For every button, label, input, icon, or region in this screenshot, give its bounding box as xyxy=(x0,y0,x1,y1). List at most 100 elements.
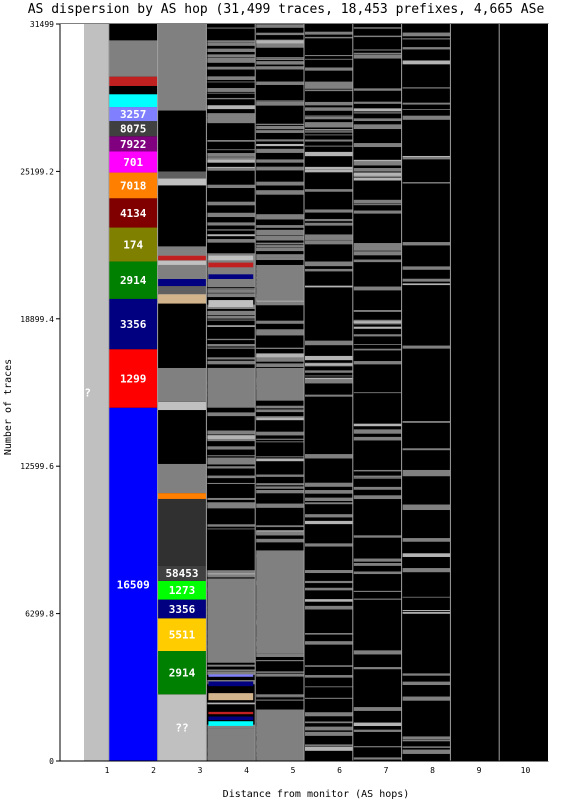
hop2-segment xyxy=(108,261,158,299)
stripe-hop6 xyxy=(305,355,353,361)
stripe-hop6 xyxy=(305,633,353,635)
stripe-hop6 xyxy=(305,497,353,502)
block-grey-0 xyxy=(207,367,256,408)
stripe-hop6 xyxy=(305,686,353,688)
stripe-hop7 xyxy=(353,310,402,312)
stripe-hop5 xyxy=(256,232,304,236)
stripe-hop7 xyxy=(353,246,402,251)
stripe-hop7 xyxy=(353,286,402,291)
hop3-segment-label: 2914 xyxy=(169,667,196,680)
stripe-hop4 xyxy=(207,118,256,123)
stripe-hop8 xyxy=(402,612,451,614)
stripe-hop6 xyxy=(305,36,353,39)
block-grey-4 xyxy=(256,264,304,298)
stripe-hop6 xyxy=(305,605,353,609)
stripe-hop5 xyxy=(256,32,304,36)
right-margin-strip xyxy=(548,24,573,761)
stripe-hop4 xyxy=(207,149,256,151)
stripe-hop4 xyxy=(207,66,256,70)
hop3-segment xyxy=(157,286,207,295)
stripe-hop7 xyxy=(353,259,402,263)
stripe-hop7 xyxy=(353,118,402,122)
stripe-hop5 xyxy=(256,242,304,245)
hop2-segment xyxy=(108,349,158,408)
stripe-hop5 xyxy=(256,699,304,701)
stripe-hop4 xyxy=(207,357,256,360)
stripe-hop4 xyxy=(207,76,256,80)
stripe-hop5 xyxy=(256,166,304,171)
stripe-hop5 xyxy=(256,101,304,106)
x-tick-label: 3 xyxy=(198,766,203,775)
stripe-hop7 xyxy=(353,746,402,748)
stripe-hop6 xyxy=(305,116,353,120)
stripe-hop7 xyxy=(353,475,402,478)
x-tick-label: 1 xyxy=(105,766,110,775)
stripe-hop4 xyxy=(207,139,256,142)
stripe-hop7 xyxy=(353,124,402,127)
stripe-hop6 xyxy=(305,363,353,366)
stripe-hop4 xyxy=(207,113,256,117)
hop4-accent-4 xyxy=(208,681,254,687)
stripe-hop4 xyxy=(207,289,256,293)
hop3-segment-label: 5511 xyxy=(169,629,196,642)
stripe-hop8 xyxy=(402,739,451,742)
stripe-hop5 xyxy=(256,320,304,324)
x-axis-label: Distance from monitor (AS hops) xyxy=(223,789,410,800)
hop2-segment-label: 7018 xyxy=(120,179,147,192)
x-tick-label: 7 xyxy=(384,766,389,775)
stripe-hop8 xyxy=(402,504,451,507)
x-tick-label: 6 xyxy=(337,766,342,775)
stripe-hop4 xyxy=(207,430,256,435)
stripe-hop5 xyxy=(256,660,304,662)
stripe-hop7 xyxy=(353,88,402,91)
stripe-hop7 xyxy=(353,168,402,172)
stripe-hop6 xyxy=(305,115,353,117)
stripe-hop5 xyxy=(256,66,304,70)
hop3-segment xyxy=(157,580,207,600)
hop3-segment xyxy=(157,185,207,247)
stripe-hop6 xyxy=(305,166,353,170)
hop2-segment xyxy=(108,121,158,137)
stripe-hop4 xyxy=(207,229,256,231)
stripe-hop5 xyxy=(256,474,304,477)
stripe-hop6 xyxy=(305,84,353,89)
stripe-hop5 xyxy=(256,235,304,240)
stripe-hop6 xyxy=(305,721,353,724)
stripe-hop5 xyxy=(256,245,304,248)
stripe-hop6 xyxy=(305,726,353,731)
hop4-accent-6 xyxy=(208,274,254,280)
y-tick-label: 25199.2 xyxy=(20,167,54,176)
stripe-hop5 xyxy=(256,405,304,409)
chart-title: AS dispersion by AS hop (31,499 traces, … xyxy=(28,2,545,17)
stripe-hop8 xyxy=(402,681,451,686)
stripe-hop8 xyxy=(402,38,451,40)
hop4-accent-9 xyxy=(208,300,254,308)
stripe-hop4 xyxy=(207,92,256,94)
hop2-segment-label: 4134 xyxy=(120,207,147,220)
stripe-hop8 xyxy=(402,155,451,158)
stripe-hop6 xyxy=(305,608,353,610)
stripe-hop4 xyxy=(207,446,256,450)
stripe-hop6 xyxy=(305,55,353,57)
stripe-hop7 xyxy=(353,161,402,166)
hop3-segment xyxy=(157,463,207,494)
hop3-segment xyxy=(157,493,207,499)
stripe-hop6 xyxy=(305,218,353,222)
stripe-hop6 xyxy=(305,107,353,111)
stripe-hop5 xyxy=(256,257,304,261)
stripe-hop4 xyxy=(207,105,256,110)
stripe-hop5 xyxy=(256,438,304,440)
hop2-segment xyxy=(108,151,158,173)
stripe-hop6 xyxy=(305,145,353,147)
hop3-segment xyxy=(157,694,207,761)
hop2-segment xyxy=(108,136,158,152)
hop3-segment xyxy=(157,178,207,186)
stripe-hop6 xyxy=(305,599,353,602)
stripe-hop7 xyxy=(353,590,402,592)
stripe-hop5 xyxy=(256,696,304,698)
stripe-hop4 xyxy=(207,466,256,469)
x-tick-label: 4 xyxy=(244,766,249,775)
hop3-segment xyxy=(157,264,207,280)
stripe-hop6 xyxy=(305,601,353,602)
stripe-hop4 xyxy=(207,81,256,83)
